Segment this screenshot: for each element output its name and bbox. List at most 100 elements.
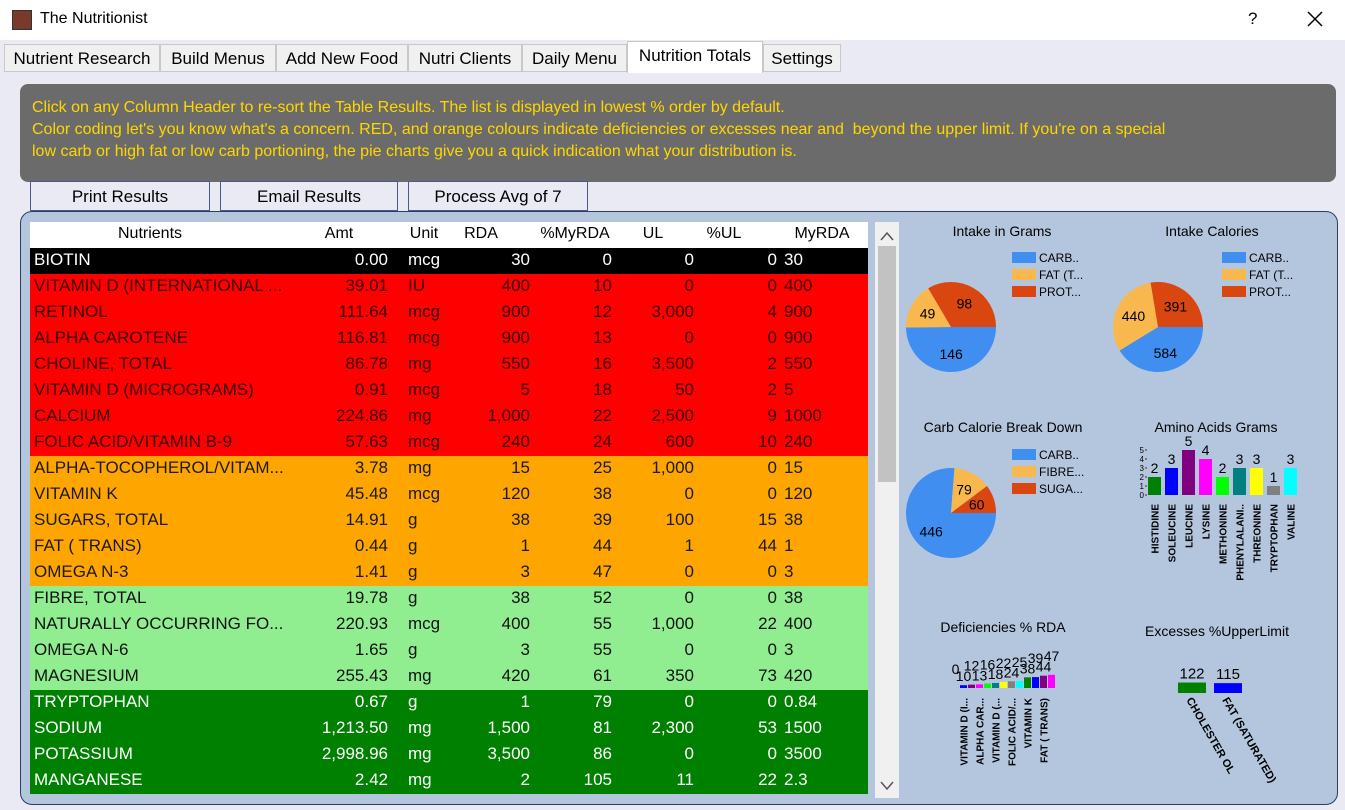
table-cell: 105 [583, 770, 612, 789]
help-button[interactable]: ? [1248, 9, 1258, 28]
table-cell: 0 [684, 276, 694, 295]
table-cell: 900 [501, 302, 530, 321]
action-button[interactable]: Print Results [30, 181, 210, 211]
table-cell: 0 [767, 562, 777, 581]
action-button[interactable]: Email Results [220, 181, 398, 211]
table-cell: 240 [501, 432, 530, 451]
table-cell: 3 [784, 640, 794, 659]
table-cell: 13 [593, 328, 612, 347]
table-cell: 900 [784, 302, 813, 321]
table-cell: 0 [684, 328, 694, 347]
table-row: FOLIC ACID/VITAMIN B-9 57.63 mcg 240 24 600 10… [30, 430, 868, 456]
table-cell: 1,500 [487, 718, 530, 737]
column-header[interactable]: %MyRDA [540, 225, 610, 242]
tab[interactable]: Add New Food [276, 44, 408, 72]
table-cell: 15 [511, 458, 530, 477]
table-cell: 3.78 [354, 458, 388, 477]
table-cell: 61 [593, 666, 612, 685]
table-cell: 0 [767, 692, 777, 711]
table-cell: mcg [408, 302, 441, 321]
table-cell: 224.86 [336, 406, 388, 425]
column-header[interactable]: Amt [324, 225, 354, 242]
table-cell: 52 [593, 588, 612, 607]
table-cell: 73 [758, 666, 777, 685]
scroll-thumb[interactable] [878, 246, 896, 482]
column-header[interactable]: UL [642, 225, 664, 242]
table-cell: 255.43 [336, 666, 388, 685]
close-button[interactable] [0, 0, 1345, 40]
table-row: CHOLINE, TOTAL 86.78 mg 550 16 3,500 2 550 [30, 352, 868, 378]
column-header[interactable]: RDA [464, 225, 498, 242]
table-cell: 10 [758, 432, 777, 451]
table-cell: 900 [501, 328, 530, 347]
table-cell: 1 [784, 536, 794, 555]
table-cell: 120 [501, 484, 530, 503]
table-cell: 86 [593, 744, 612, 763]
table-cell: mcg [408, 484, 441, 503]
table-row: VITAMIN K 45.48 mcg 120 38 0 0 120 [30, 482, 868, 508]
table-cell: 220.93 [336, 614, 388, 633]
table-cell: 79 [593, 692, 612, 711]
table-cell: 116.81 [337, 328, 388, 347]
table-cell: 44 [758, 536, 777, 555]
table-cell: 3500 [784, 744, 822, 763]
table-cell: 39 [593, 510, 612, 529]
table-cell: 4 [767, 302, 777, 321]
table-cell: 420 [501, 666, 530, 685]
table-cell: 10 [593, 276, 612, 295]
table-cell: 38 [784, 588, 803, 607]
table-cell: 400 [784, 276, 813, 295]
table-cell: 2,300 [651, 718, 694, 737]
table-cell: 400 [501, 276, 530, 295]
table-cell: SUGARS, TOTAL [34, 510, 169, 529]
table-cell: g [408, 536, 418, 555]
table-cell: 0 [684, 640, 694, 659]
table-cell: 2,998.96 [321, 744, 388, 763]
table-row: OMEGA N-6 1.65 g 3 55 0 0 3 [30, 638, 868, 664]
table-cell: mcg [408, 614, 441, 633]
table-cell: 9 [767, 406, 777, 425]
table-cell: 3,000 [651, 302, 694, 321]
table-cell: RETINOL [34, 302, 108, 321]
column-header[interactable]: %UL [706, 225, 742, 242]
table-cell: 0 [684, 692, 694, 711]
table-cell: POTASSIUM [34, 744, 133, 763]
tab[interactable]: Nutri Clients [408, 44, 522, 72]
table-cell: TRYPTOPHAN [34, 692, 150, 711]
table-cell: 53 [758, 718, 777, 737]
table-cell: g [408, 510, 418, 529]
table-row: SODIUM 1,213.50 mg 1,500 81 2,300 53 1500 [30, 716, 868, 742]
table-cell: 38 [511, 588, 530, 607]
tab[interactable]: Daily Menu [522, 44, 627, 72]
tab[interactable]: Nutrition Totals [627, 41, 763, 73]
table-cell: 0 [684, 562, 694, 581]
table-cell: 2 [767, 380, 777, 399]
table-cell: 57.63 [345, 432, 388, 451]
table-cell: mg [408, 406, 432, 425]
table-cell: 0.67 [354, 692, 388, 711]
column-header[interactable]: Nutrients [117, 225, 183, 242]
table-cell: 22 [758, 770, 777, 789]
table-cell: 5 [784, 380, 794, 399]
table-row: MAGNESIUM 255.43 mg 420 61 350 73 420 [30, 664, 868, 690]
tab[interactable]: Build Menus [160, 44, 276, 72]
action-button[interactable]: Process Avg of 7 [408, 181, 588, 211]
table-cell: 1500 [784, 718, 822, 737]
tab[interactable]: Nutrient Research [4, 44, 160, 72]
table-cell: FIBRE, TOTAL [34, 588, 147, 607]
table-cell: 550 [784, 354, 813, 373]
table-cell: 3,500 [487, 744, 530, 763]
table-row: CALCIUM 224.86 mg 1,000 22 2,500 9 1000 [30, 404, 868, 430]
table-cell: 30 [511, 250, 530, 269]
table-cell: 0 [767, 276, 777, 295]
table-cell: SODIUM [34, 718, 102, 737]
table-cell: 420 [784, 666, 813, 685]
table-cell: 18 [593, 380, 612, 399]
table-cell: IU [408, 276, 425, 295]
tab[interactable]: Settings [763, 44, 841, 72]
table-cell: 0 [767, 458, 777, 477]
table-cell: 550 [501, 354, 530, 373]
column-header[interactable]: Unit [409, 225, 439, 242]
table-cell: ALPHA-TOCOPHEROL/VITAM... [34, 458, 284, 477]
column-header[interactable]: MyRDA [794, 225, 850, 242]
